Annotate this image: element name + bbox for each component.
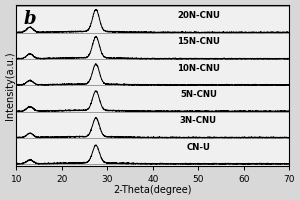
Text: 3N-CNU: 3N-CNU	[180, 116, 217, 125]
Y-axis label: Intensity(a.u.): Intensity(a.u.)	[5, 51, 15, 120]
Text: 20N-CNU: 20N-CNU	[177, 11, 220, 20]
Text: 5N-CNU: 5N-CNU	[180, 90, 217, 99]
Text: CN-U: CN-U	[186, 143, 210, 152]
Text: 10N-CNU: 10N-CNU	[177, 64, 220, 73]
Text: b: b	[23, 10, 36, 28]
X-axis label: 2-Theta(degree): 2-Theta(degree)	[114, 185, 192, 195]
Text: 15N-CNU: 15N-CNU	[177, 37, 220, 46]
